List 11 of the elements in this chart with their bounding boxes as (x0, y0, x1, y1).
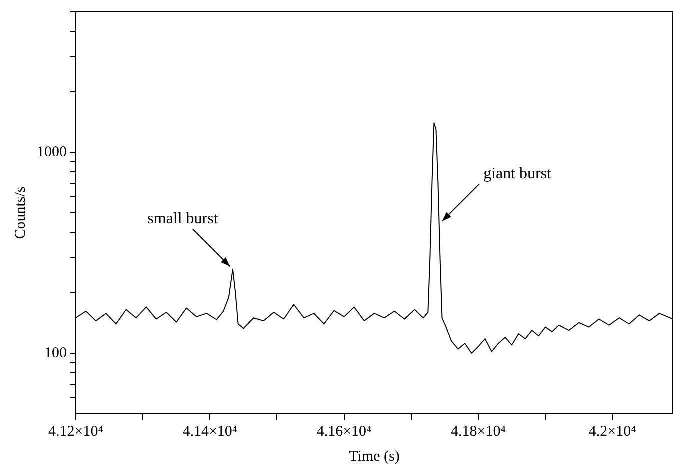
y-axis-title: Counts/s (12, 186, 29, 240)
x-axis-title: Time (s) (349, 448, 400, 465)
x-tick-label: 4.16×10⁴ (316, 424, 372, 440)
y-tick-label: 1000 (37, 144, 67, 160)
x-tick-label: 4.2×10⁴ (588, 424, 636, 440)
x-tick-label: 4.18×10⁴ (450, 424, 506, 440)
x-tick-label: 4.14×10⁴ (182, 424, 238, 440)
x-tick-label: 4.12×10⁴ (48, 424, 104, 440)
annotation: small burst (148, 210, 219, 228)
y-tick-label: 100 (44, 345, 67, 362)
annotation: giant burst (484, 165, 552, 182)
